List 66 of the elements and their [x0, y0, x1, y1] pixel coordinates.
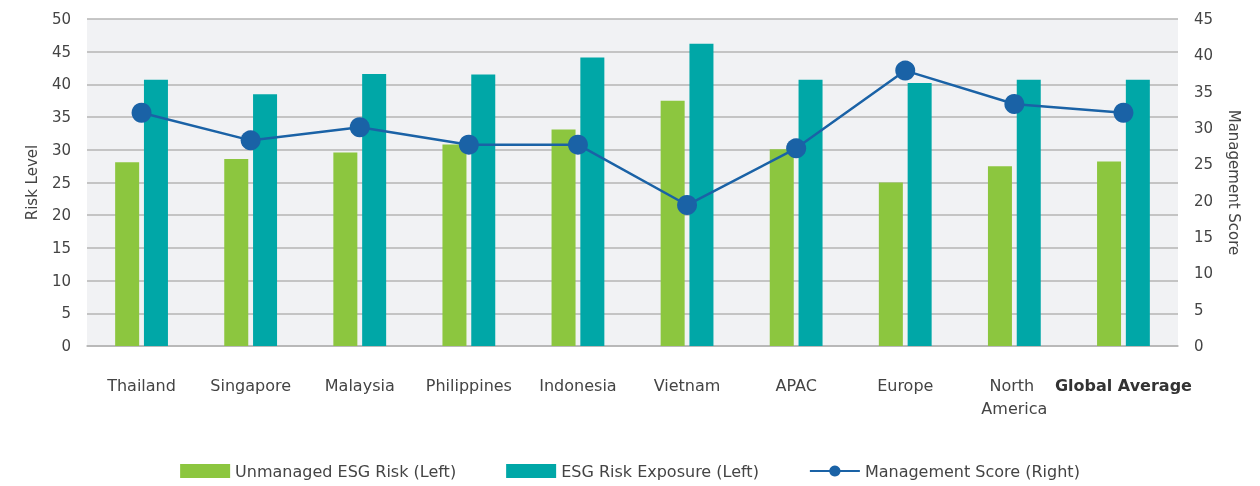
- y2-tick-label: 15: [1194, 228, 1214, 246]
- x-tick-label: Vietnam: [653, 376, 721, 395]
- legend-label: ESG Risk Exposure (Left): [561, 461, 759, 481]
- y2-tick-label: 10: [1194, 264, 1214, 283]
- y2-tick-label: 30: [1194, 119, 1214, 137]
- point: [895, 60, 916, 81]
- bar: [987, 166, 1012, 346]
- point: [131, 102, 152, 123]
- y2-tick-label: 40: [1194, 46, 1214, 65]
- bar: [907, 83, 932, 346]
- point: [786, 138, 807, 159]
- bar: [224, 158, 249, 346]
- point: [1004, 94, 1025, 115]
- y2-axis-title: Management Score: [1224, 109, 1243, 256]
- legend-label: Management Score (Right): [864, 461, 1080, 481]
- bar: [362, 73, 387, 346]
- x-tick-label: North America: [981, 376, 1048, 418]
- y-tick-label: 30: [51, 140, 71, 159]
- y2-tick-label: 35: [1194, 82, 1214, 101]
- y-tick-label: 15: [51, 238, 71, 257]
- point: [677, 195, 698, 216]
- x-tick-label: Europe: [877, 376, 934, 395]
- x-tick-label: Philippines: [425, 376, 512, 395]
- y-tick-label: 35: [51, 108, 71, 127]
- y2-tick-label: 45: [1194, 10, 1214, 28]
- y-tick-label: 50: [51, 10, 71, 28]
- x-tick-label: Singapore: [210, 376, 292, 395]
- y-tick-label: 25: [51, 173, 71, 192]
- x-tick-label: Thailand: [106, 376, 176, 395]
- legend-label: Unmanaged ESG Risk (Left): [235, 461, 457, 481]
- point: [1113, 102, 1134, 123]
- y-tick-label: 40: [51, 75, 71, 94]
- bar: [660, 100, 685, 346]
- y-tick-label: 20: [51, 206, 71, 225]
- y-tick-label: 45: [51, 42, 71, 61]
- bar: [878, 182, 903, 346]
- bar: [471, 74, 496, 346]
- point: [349, 117, 370, 138]
- bar: [1097, 161, 1122, 346]
- y2-tick-label: 20: [1194, 191, 1214, 210]
- bar: [1016, 79, 1041, 346]
- x-tick-label: Indonesia: [539, 376, 617, 395]
- bar: [798, 79, 823, 346]
- y-tick-label: 0: [61, 337, 71, 355]
- point: [458, 134, 479, 155]
- bar: [689, 43, 714, 346]
- bar: [253, 94, 278, 346]
- bar: [551, 129, 576, 346]
- y2-tick-label: 5: [1194, 300, 1204, 319]
- x-tick-label: Global Average: [1054, 376, 1193, 395]
- point: [567, 134, 588, 155]
- bar: [115, 162, 140, 346]
- bar: [769, 149, 794, 346]
- x-tick-label: APAC: [775, 376, 817, 395]
- x-tick-label: Malaysia: [324, 376, 395, 395]
- bar: [442, 144, 467, 346]
- bar: [333, 152, 358, 346]
- y2-tick-label: 0: [1194, 337, 1204, 355]
- y-tick-label: 5: [61, 304, 71, 323]
- bar: [580, 57, 605, 346]
- y2-tick-label: 25: [1194, 155, 1214, 174]
- bar: [143, 79, 168, 346]
- y-tick-label: 10: [51, 271, 71, 290]
- y-axis-title: Risk Level: [22, 144, 41, 221]
- bar: [1125, 79, 1150, 346]
- point: [240, 130, 261, 151]
